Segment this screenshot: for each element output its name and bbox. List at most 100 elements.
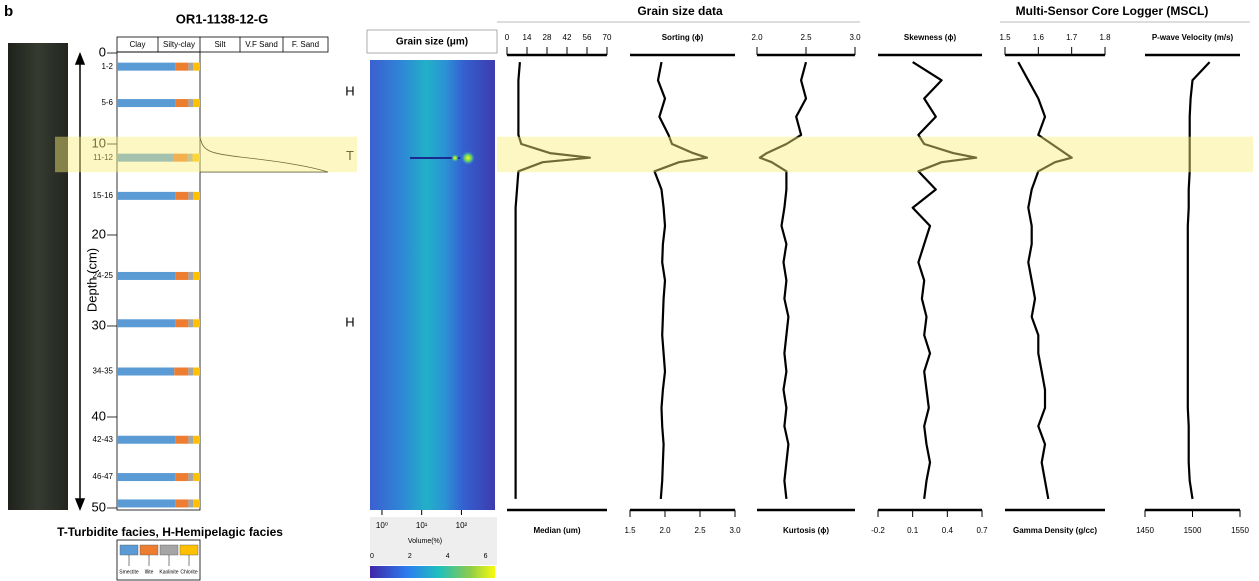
legend-label: Smectite [119,569,139,575]
facies-label: H [345,315,354,330]
sample-label: 46-47 [93,472,114,481]
colorbar-tick-label: 0 [370,553,374,560]
x-axis-label: Gamma Density (g/cc) [1013,526,1097,535]
profile-line [758,61,808,500]
x-tick-label: 0.7 [976,526,988,535]
x-tick-label: 1.8 [1099,33,1111,42]
colorbar-tick-label: 6 [484,553,488,560]
x-axis-label: Kurtosis (ϕ) [783,526,829,535]
mineral-segment [117,499,176,508]
legend-swatch [139,544,159,556]
facies-label: H [345,84,354,99]
x-axis-label: Median (um) [533,526,580,535]
lithology-header-label: Clay [129,40,145,49]
x-tick-label: 3.0 [729,526,741,535]
depth-tick-label: 10 [92,135,106,150]
depth-tick-label: 50 [92,499,106,514]
mineral-segment [117,319,176,328]
map-hotspot [461,151,475,165]
mineral-segment [175,319,189,328]
lithology-column [116,51,201,511]
mineral-segment [188,499,194,508]
mineral-segment [117,62,176,71]
panel-label: b [4,3,13,20]
colorbar-tick-label: 4 [446,553,450,560]
group-title: Grain size data [637,4,723,18]
map-axis-bg [370,517,497,547]
mineral-segment [175,473,189,482]
x-tick-label: 1.7 [1066,33,1078,42]
profile-line [1186,61,1211,500]
x-tick-label: 2.5 [800,33,812,42]
x-axis-label: Skewness (ϕ) [904,33,957,42]
mineral-segment [117,367,175,376]
sample-label: 24-25 [93,271,114,280]
x-tick-label: 0.4 [942,526,954,535]
x-tick-label: 1.6 [1033,33,1045,42]
legend-swatch [159,544,179,556]
map-tick-label: 10⁰ [376,521,388,530]
mineral-segment [193,473,200,482]
lithology-header-label: Silt [214,40,226,49]
mineral-segment [174,367,189,376]
legend-label: Illite [145,569,154,575]
mineral-segment [175,191,189,200]
x-tick-label: 2.0 [659,526,671,535]
mineral-segment [193,319,200,328]
x-tick-label: 0 [505,33,510,42]
map-header [366,29,498,54]
lithology-header-label: V.F Sand [245,40,278,49]
colorbar-tick-label: 2 [408,553,412,560]
mineral-segment [117,153,174,162]
grain-size-map [370,60,495,510]
core-photo [8,43,68,510]
mineral-segment [188,435,194,444]
map-tick-label: 10² [456,521,468,530]
mineral-segment [188,99,194,108]
x-tick-label: 1.5 [624,526,636,535]
sample-label: 1-2 [101,62,113,71]
mineral-segment [175,271,189,280]
colorbar [370,566,495,578]
map-title: Grain size (μm) [396,37,468,48]
mineral-segment [188,473,194,482]
depth-tick-label: 0 [99,44,106,59]
mineral-segment [193,191,200,200]
x-tick-label: 70 [603,33,612,42]
mineral-segment [187,153,193,162]
mineral-segment [173,153,188,162]
x-tick-label: 3.0 [849,33,861,42]
mineral-segment [188,62,194,71]
x-tick-label: 56 [583,33,592,42]
profile-line [1017,61,1073,500]
x-tick-label: -0.2 [871,526,885,535]
mineral-segment [188,191,194,200]
x-tick-label: 14 [523,33,532,42]
legend-label: Kaolinite [159,569,178,575]
mineral-segment [117,271,176,280]
map-xlabel: Volume(%) [408,538,442,545]
facies-label: T [346,148,354,163]
sample-label: 5-6 [101,98,113,107]
colorbar-bg [370,547,497,565]
mineral-segment [117,191,176,200]
profile-line [514,62,592,499]
depth-tick-label: 20 [92,226,106,241]
profile-line [911,61,978,500]
mineral-segment [193,499,200,508]
mineral-segment [175,499,189,508]
mineral-segment [193,367,200,376]
mineral-segment [193,62,200,71]
x-tick-label: 28 [543,33,552,42]
depth-tick-label: 40 [92,408,106,423]
mineral-segment [188,271,194,280]
facies-legend: T-Turbidite facies, H-Hemipelagic facies [57,525,283,539]
x-axis-label: Sorting (ϕ) [662,33,704,42]
map-tick-label: 10¹ [416,521,428,530]
turbidite-band [497,136,1253,173]
mineral-legend-box [116,539,201,581]
mineral-segment [117,435,176,444]
mineral-segment [193,99,200,108]
turbidite-band [55,136,357,173]
x-tick-label: 1500 [1184,526,1202,535]
